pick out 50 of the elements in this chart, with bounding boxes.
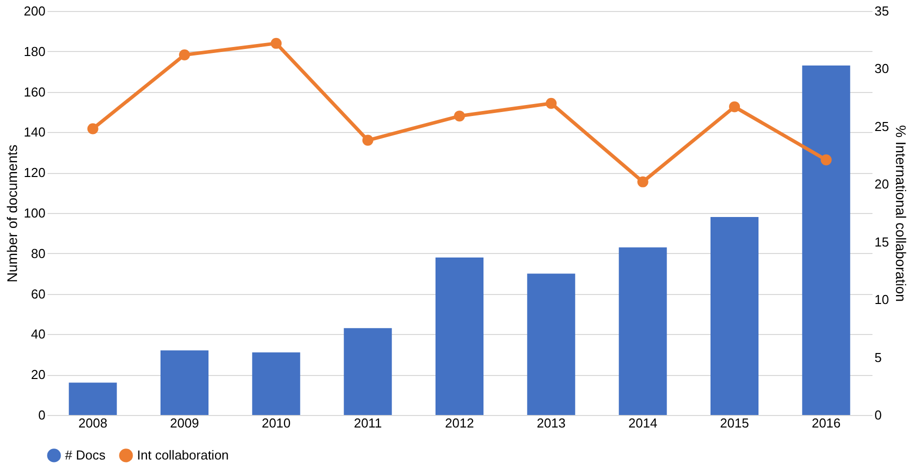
x-tick-label: 2012 (445, 416, 474, 430)
y-tick-label: 100 (24, 206, 46, 220)
x-tick-label: 2015 (720, 416, 749, 430)
x-tick-label: 2008 (78, 416, 108, 430)
legend-label: # Docs (65, 447, 106, 462)
y-tick-label: 140 (24, 124, 46, 140)
bar (618, 247, 667, 415)
y2-tick-label: 15 (874, 234, 889, 250)
bar (710, 217, 758, 415)
x-tick-label: 2010 (262, 416, 291, 430)
y-tick-label: 60 (31, 286, 46, 302)
y-tick-label: 200 (24, 4, 46, 18)
x-tick-label: 2009 (170, 416, 199, 430)
bar (68, 382, 117, 415)
bar (160, 350, 208, 415)
point (179, 49, 190, 60)
x-tick-label: 2014 (628, 416, 658, 430)
bar (344, 328, 392, 415)
bar (527, 274, 576, 415)
y-tick-label: 0 (38, 408, 46, 422)
y2-tick-label: 0 (874, 408, 882, 422)
y-tick-label: 40 (31, 326, 46, 342)
y-tick-label: 120 (24, 165, 46, 180)
y-axis-title: Number of documents (4, 144, 20, 282)
x-tick-label: 2016 (812, 416, 841, 430)
bar (252, 352, 300, 415)
y-tick-label: 80 (31, 246, 46, 261)
point (454, 110, 465, 122)
point (729, 101, 740, 112)
point (546, 98, 557, 109)
bar (802, 66, 850, 415)
point (362, 134, 374, 146)
y2-axis-title: % International collaboration (892, 125, 909, 302)
x-tick-label: 2013 (536, 416, 566, 430)
y2-tick-label: 30 (874, 61, 889, 76)
bar (436, 257, 484, 415)
x-tick-label: 2011 (354, 416, 382, 430)
legend-label: Int collaboration (137, 447, 229, 462)
point (270, 38, 282, 49)
point (820, 154, 832, 166)
y-tick-label: 180 (24, 44, 46, 59)
point (87, 123, 98, 134)
y2-tick-label: 35 (874, 4, 889, 18)
y-tick-label: 160 (24, 84, 46, 100)
y2-tick-label: 20 (874, 176, 889, 192)
y2-tick-label: 10 (874, 292, 889, 308)
y-tick-label: 20 (31, 367, 46, 382)
point (637, 176, 648, 188)
y2-tick-label: 5 (874, 350, 882, 365)
y2-tick-label: 25 (874, 118, 889, 134)
